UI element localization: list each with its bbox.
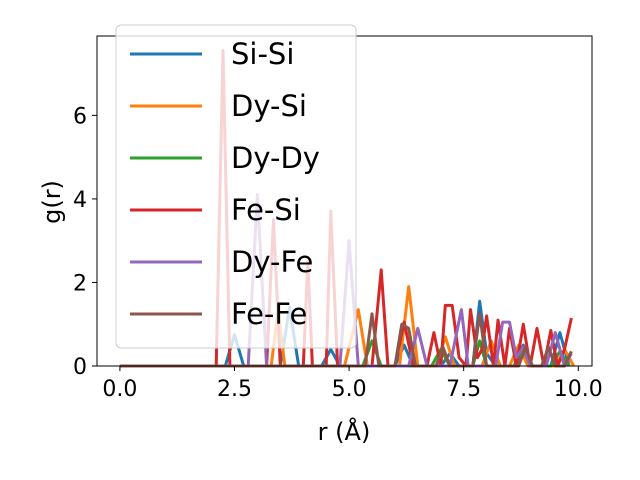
y-tick-label: 2 [73, 271, 87, 296]
x-tick-label: 0.0 [102, 377, 137, 402]
legend-label-dy-dy: Dy-Dy [231, 141, 320, 175]
x-tick-label: 2.5 [217, 377, 252, 402]
x-tick-label: 7.5 [446, 377, 481, 402]
y-tick-label: 0 [73, 355, 87, 380]
x-tick-label: 5.0 [332, 377, 367, 402]
x-axis-label: r (Å) [318, 417, 371, 446]
legend-label-fe-fe: Fe-Fe [231, 297, 307, 331]
legend-label-dy-si: Dy-Si [231, 89, 307, 123]
legend-label-si-si: Si-Si [231, 37, 294, 71]
y-tick-label: 6 [73, 104, 87, 129]
legend-label-fe-si: Fe-Si [231, 193, 301, 227]
legend-label-dy-fe: Dy-Fe [231, 245, 313, 279]
x-tick-label: 10.0 [554, 377, 603, 402]
legend: Si-Si Dy-Si Dy-Dy Fe-Si Dy-Fe Fe-Fe [115, 24, 357, 349]
y-tick-label: 4 [73, 188, 87, 213]
y-axis-label: g(r) [38, 180, 66, 224]
